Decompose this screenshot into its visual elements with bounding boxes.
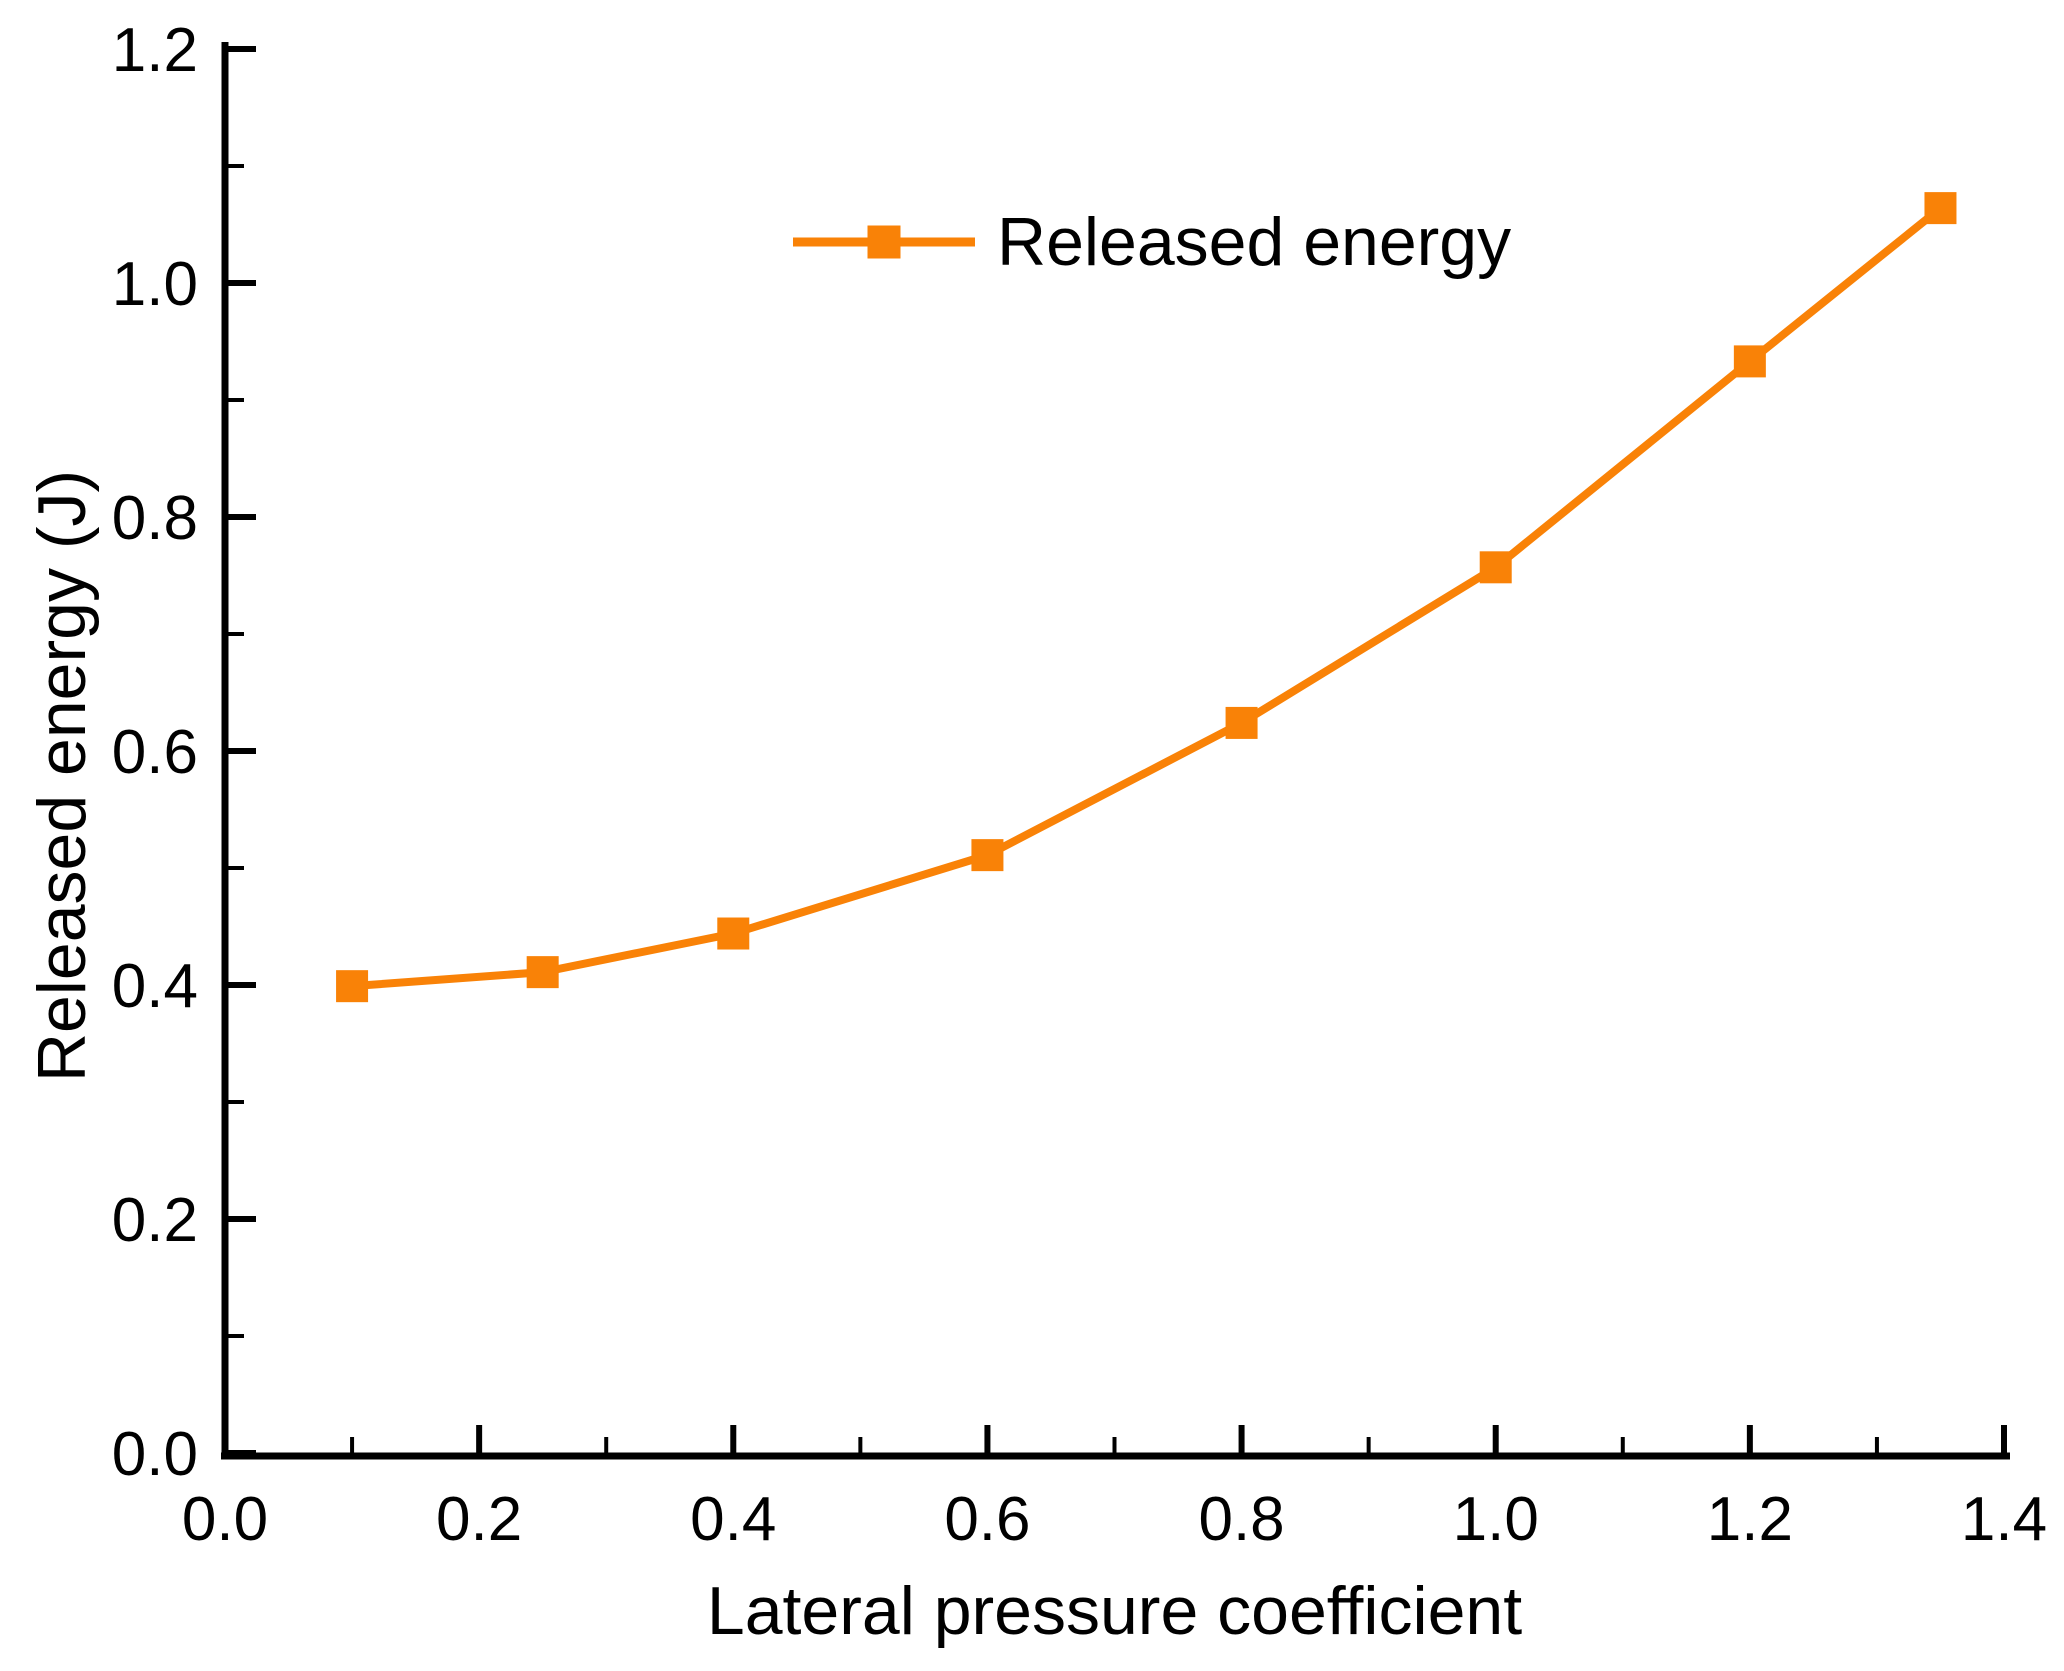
x-tick-label: 0.2 bbox=[436, 1485, 522, 1554]
legend-line-marker-icon bbox=[793, 196, 975, 288]
x-tick-label: 0.0 bbox=[182, 1485, 268, 1554]
data-point-marker bbox=[336, 970, 369, 1003]
x-tick-label: 1.2 bbox=[1707, 1485, 1793, 1554]
data-point-marker bbox=[971, 839, 1004, 872]
legend-square-marker-icon bbox=[867, 225, 901, 259]
data-point-marker bbox=[1225, 706, 1258, 739]
data-point-marker bbox=[526, 956, 559, 989]
y-tick-label: 1.0 bbox=[112, 250, 198, 319]
data-point-marker bbox=[1924, 192, 1957, 225]
y-tick-label: 0.0 bbox=[112, 1420, 198, 1489]
x-tick-label: 0.8 bbox=[1198, 1485, 1284, 1554]
y-tick-label: 0.4 bbox=[112, 952, 198, 1021]
data-point-marker bbox=[717, 917, 750, 950]
data-point-marker bbox=[1479, 551, 1512, 584]
y-tick-label: 0.8 bbox=[112, 484, 198, 553]
x-tick-label: 1.0 bbox=[1453, 1485, 1539, 1554]
x-tick-label: 0.6 bbox=[944, 1485, 1030, 1554]
y-axis-title: Released energy (J) bbox=[24, 469, 100, 1083]
data-point-marker bbox=[1733, 345, 1766, 378]
y-tick-label: 1.2 bbox=[112, 16, 198, 85]
x-axis-title: Lateral pressure coefficient bbox=[706, 1573, 1523, 1649]
legend: Released energy bbox=[793, 196, 1511, 288]
y-tick-label: 0.6 bbox=[112, 718, 198, 787]
x-tick-label: 1.4 bbox=[1961, 1485, 2047, 1554]
series-line bbox=[351, 205, 1943, 991]
legend-label: Released energy bbox=[997, 204, 1512, 280]
y-tick-label: 0.2 bbox=[112, 1186, 198, 1255]
x-tick-label: 0.4 bbox=[690, 1485, 776, 1554]
